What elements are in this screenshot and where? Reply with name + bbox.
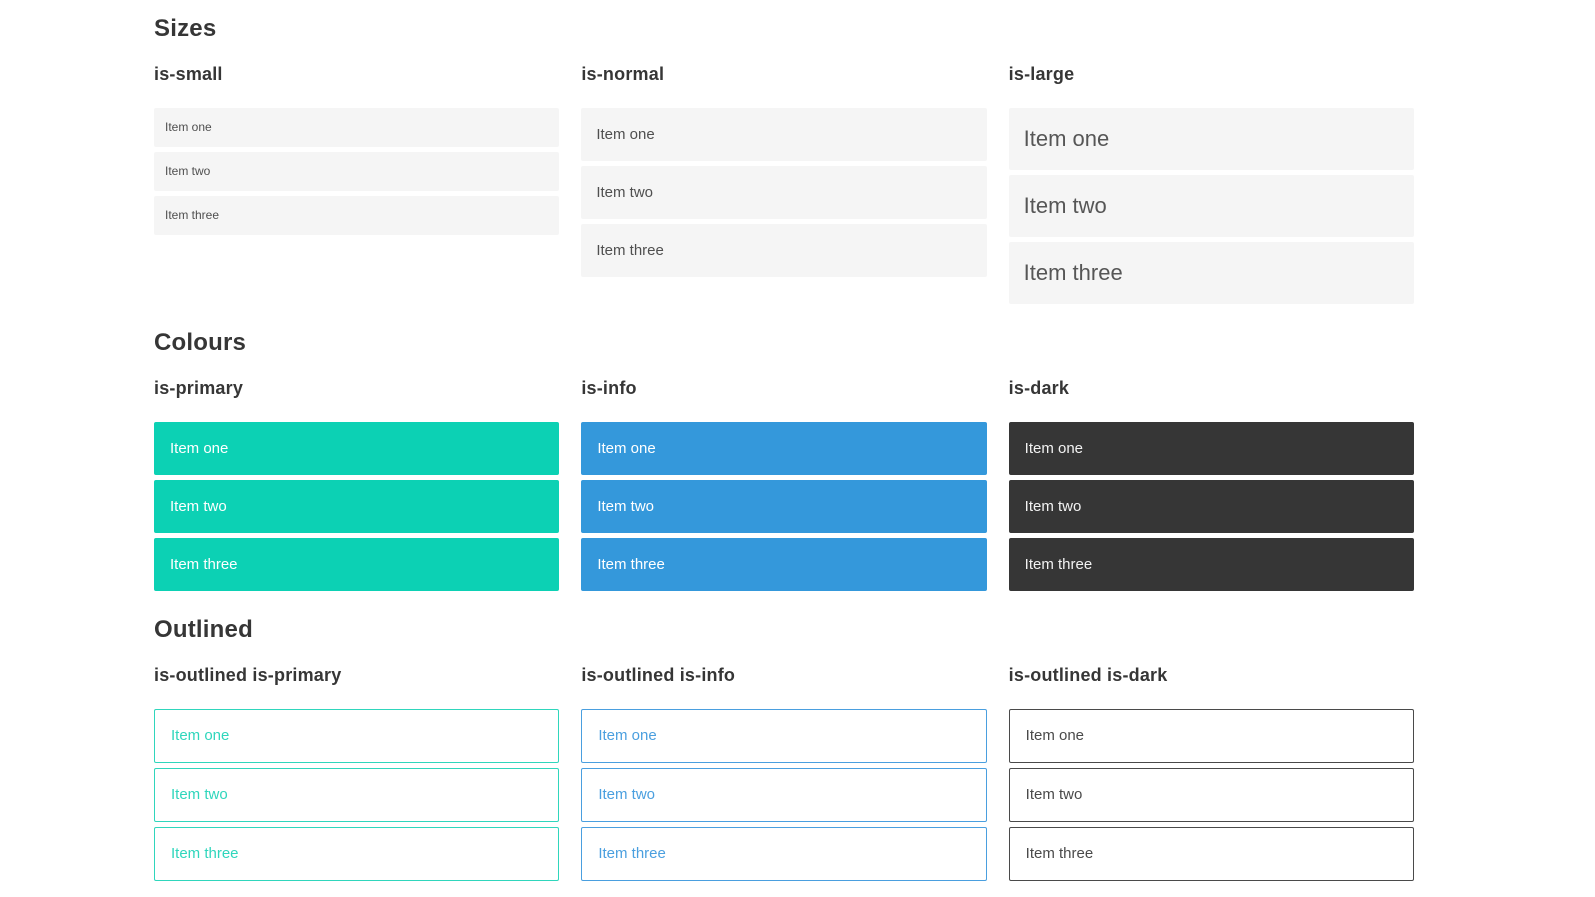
menu-list-large: Item one Item two Item three <box>1008 107 1414 304</box>
variant-label: is-normal <box>581 64 665 85</box>
variant-column-is-dark: is-dark Item one Item two Item three <box>1008 378 1414 591</box>
list-item[interactable]: Item three <box>581 223 987 277</box>
variant-column-outlined-primary: is-outlined is-primary Item one Item two… <box>154 665 560 881</box>
variant-label: is-primary <box>154 378 244 399</box>
variant-column-outlined-dark: is-outlined is-dark Item one Item two It… <box>1008 665 1414 881</box>
list-item[interactable]: Item two <box>1008 767 1414 822</box>
outlined-columns: is-outlined is-primary Item one Item two… <box>154 665 1414 881</box>
list-item[interactable]: Item two <box>154 479 560 533</box>
variant-label: is-info <box>581 378 637 399</box>
section-outlined: Outlined is-outlined is-primary Item one… <box>154 615 1414 881</box>
list-item[interactable]: Item three <box>154 537 560 591</box>
section-sizes: Sizes is-small Item one Item two Item th… <box>154 15 1414 304</box>
variant-column-is-normal: is-normal Item one Item two Item three <box>581 64 987 277</box>
list-item[interactable]: Item two <box>581 767 987 822</box>
menu-list-outlined-dark: Item one Item two Item three <box>1008 708 1414 881</box>
variant-label: is-small <box>154 64 223 85</box>
section-colours: Colours is-primary Item one Item two Ite… <box>154 328 1414 591</box>
list-item[interactable]: Item two <box>1008 174 1414 237</box>
list-item[interactable]: Item one <box>1008 708 1414 763</box>
list-item[interactable]: Item three <box>1008 241 1414 304</box>
list-item[interactable]: Item one <box>1008 107 1414 170</box>
list-item[interactable]: Item three <box>581 537 987 591</box>
list-item[interactable]: Item one <box>581 421 987 475</box>
menu-list-dark: Item one Item two Item three <box>1008 421 1414 591</box>
variant-label: is-outlined is-info <box>581 665 736 686</box>
menu-list-primary: Item one Item two Item three <box>154 421 560 591</box>
menu-list-info: Item one Item two Item three <box>581 421 987 591</box>
content-container: Sizes is-small Item one Item two Item th… <box>154 15 1414 881</box>
list-item[interactable]: Item three <box>1008 826 1414 881</box>
colours-columns: is-primary Item one Item two Item three … <box>154 378 1414 591</box>
variant-column-outlined-info: is-outlined is-info Item one Item two It… <box>581 665 987 881</box>
list-item[interactable]: Item two <box>581 479 987 533</box>
list-item[interactable]: Item one <box>154 107 560 147</box>
section-title: Sizes <box>154 15 217 42</box>
list-item[interactable]: Item two <box>154 767 560 822</box>
variant-column-is-large: is-large Item one Item two Item three <box>1008 64 1414 304</box>
menu-list-outlined-info: Item one Item two Item three <box>581 708 987 881</box>
section-title: Colours <box>154 328 247 356</box>
section-title: Outlined <box>154 615 253 643</box>
list-item[interactable]: Item two <box>1008 479 1414 533</box>
list-item[interactable]: Item three <box>581 826 987 881</box>
variant-label: is-outlined is-primary <box>154 665 342 686</box>
list-item[interactable]: Item one <box>154 421 560 475</box>
sizes-columns: is-small Item one Item two Item three is… <box>154 64 1414 304</box>
menu-list-normal: Item one Item two Item three <box>581 107 987 277</box>
variant-label: is-outlined is-dark <box>1008 665 1168 686</box>
list-item[interactable]: Item three <box>154 826 560 881</box>
list-item[interactable]: Item one <box>581 708 987 763</box>
menu-list-small: Item one Item two Item three <box>154 107 560 235</box>
list-item[interactable]: Item three <box>154 195 560 235</box>
list-item[interactable]: Item two <box>581 165 987 219</box>
list-item[interactable]: Item two <box>154 151 560 191</box>
variant-label: is-large <box>1008 64 1075 85</box>
variant-column-is-info: is-info Item one Item two Item three <box>581 378 987 591</box>
list-item[interactable]: Item one <box>154 708 560 763</box>
list-item[interactable]: Item three <box>1008 537 1414 591</box>
variant-column-is-primary: is-primary Item one Item two Item three <box>154 378 560 591</box>
variant-column-is-small: is-small Item one Item two Item three <box>154 64 560 235</box>
list-item[interactable]: Item one <box>1008 421 1414 475</box>
list-item[interactable]: Item one <box>581 107 987 161</box>
variant-label: is-dark <box>1008 378 1070 399</box>
menu-list-outlined-primary: Item one Item two Item three <box>154 708 560 881</box>
